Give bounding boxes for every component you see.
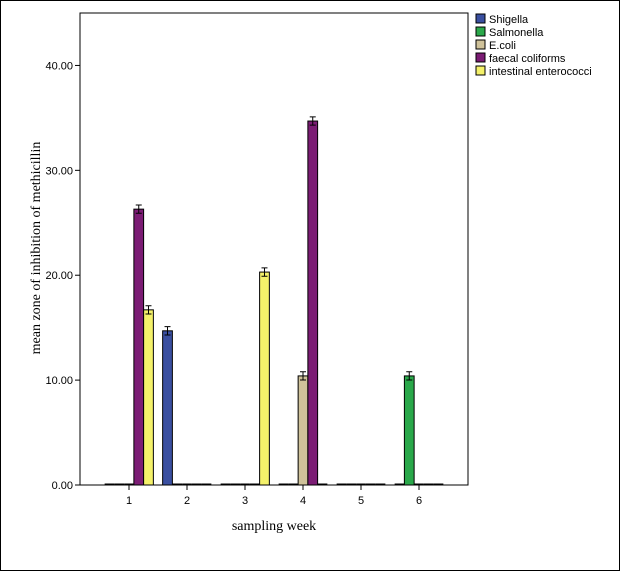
x-tick-label-0: 1 [126,495,132,507]
y-tick-label-2: 20.00 [45,270,73,282]
error-bar-2-3 [300,371,306,381]
legend-swatch-4 [475,65,486,76]
error-bar-0-1 [164,326,171,336]
legend-swatch-3 [475,52,486,63]
bar-4-2 [259,271,270,486]
error-bar-4-2 [261,267,268,277]
x-axis-title: sampling week [232,519,316,534]
y-tick-label-3: 30.00 [45,165,73,177]
legend-swatch-2 [475,39,486,50]
bars-group [104,120,444,486]
error-bar-3-3 [309,116,316,126]
y-axis: 0.00 10.00 20.00 30.00 40.00 [45,60,80,492]
x-tick-label-5: 6 [416,495,422,507]
y-tick-label-1: 10.00 [45,375,73,387]
legend-label-3: faecal coliforms [489,53,566,65]
y-tick-label-4: 40.00 [45,60,73,72]
legend-swatch-1 [475,26,486,37]
legend-label-1: Salmonella [489,27,544,39]
x-tick-label-4: 5 [358,495,364,507]
bar-3-0 [133,208,145,486]
error-bar-3-0 [135,204,142,214]
error-bars-group [135,116,413,381]
x-axis: 1 2 3 4 5 6 [126,485,422,507]
legend-label-4: intestinal enterococci [489,66,592,78]
bar-3-3 [307,120,319,486]
bar-1-5 [403,375,415,486]
y-tick-label-0: 0.00 [52,480,73,492]
error-bar-1-5 [406,371,413,381]
bar-4-0 [143,309,154,486]
bar-0-1 [162,330,173,486]
y-axis-title: mean zone of inhibition of methicillin [29,142,44,355]
bar-2-3 [297,375,309,486]
legend-swatch-0 [475,13,486,24]
x-tick-label-2: 3 [242,495,248,507]
x-tick-label-1: 2 [184,495,190,507]
error-bar-4-0 [145,305,152,315]
x-tick-label-3: 4 [300,495,306,507]
legend-label-2: E.coli [489,40,516,52]
legend-label-0: Shigella [489,14,529,26]
